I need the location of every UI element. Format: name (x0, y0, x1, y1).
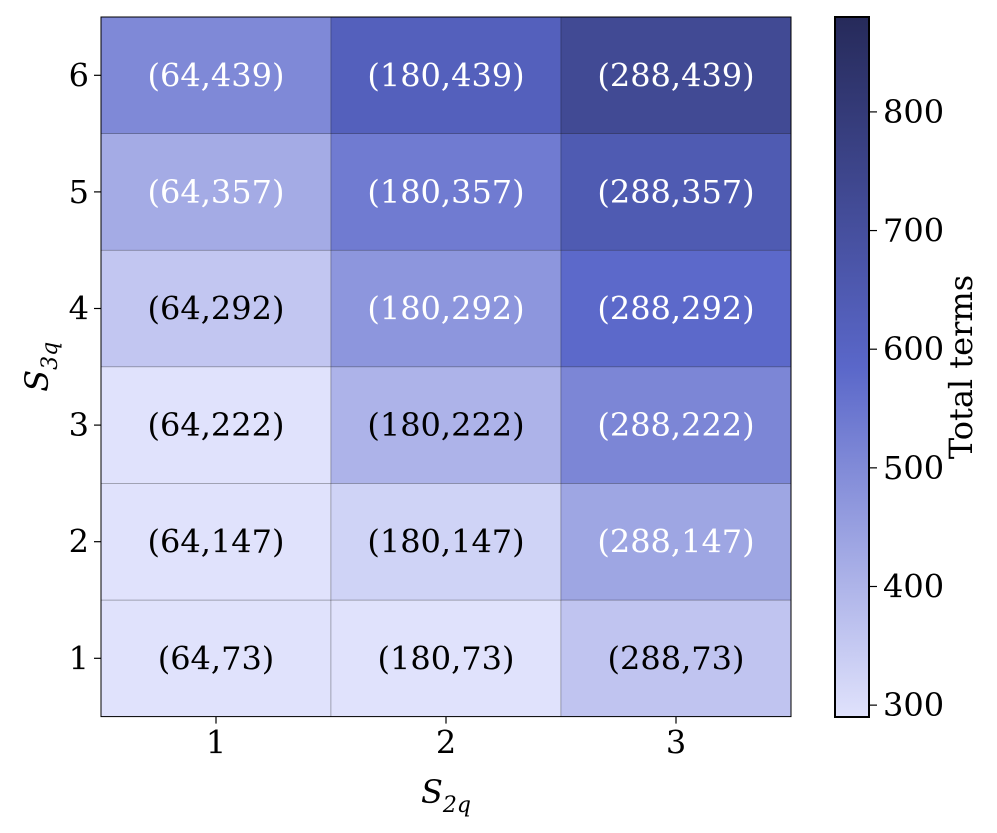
x-axis-label-sub: 2q (442, 793, 471, 818)
y-axis-label: S3q (18, 342, 63, 392)
cell-value-label: (288,73) (608, 639, 745, 677)
cell-value-label: (288,222) (597, 406, 754, 444)
cell-value-label: (180,73) (378, 639, 515, 677)
cell-value-label: (180,222) (367, 406, 524, 444)
colorbar (835, 17, 869, 717)
heatmap-cell (330, 366, 562, 484)
colorbar-label: Total terms (942, 275, 980, 459)
heatmap-cell (100, 483, 332, 601)
y-axis-label-main: S (18, 370, 56, 392)
heatmap-cell (100, 599, 332, 717)
x-axis-label-main: S (421, 773, 443, 811)
cell-value-label: (288,292) (597, 290, 754, 328)
cell-value-label: (180,357) (367, 173, 524, 211)
cell-value-label: (64,73) (158, 639, 275, 677)
heatmap-cell (560, 483, 792, 601)
heatmap-cell (330, 16, 562, 134)
cell-value-label: (64,357) (148, 173, 285, 211)
colorbar-tick-label: 800 (883, 93, 944, 131)
colorbar-tick-label: 500 (883, 449, 944, 487)
colorbar-tick-label: 600 (883, 330, 944, 368)
colorbar-ticks: 300 400 500 600 700 800 (869, 93, 944, 724)
cell-value-label: (288,439) (597, 56, 754, 94)
heatmap-cell (330, 483, 562, 601)
x-tick-label: 2 (436, 724, 456, 762)
cell-value-label: (180,439) (367, 56, 524, 94)
colorbar-frame (834, 16, 870, 718)
cell-value-label: (180,292) (367, 290, 524, 328)
cell-value-label: (180,147) (367, 523, 524, 561)
heatmap-cell (100, 249, 332, 368)
heatmap-cell (100, 133, 332, 251)
cell-value-label: (288,357) (597, 173, 754, 211)
y-tick-label: 1 (69, 639, 89, 677)
y-tick-label: 6 (69, 56, 89, 94)
heatmap-cell (560, 133, 792, 251)
x-axis-ticks: 1 2 3 (206, 716, 686, 762)
y-axis-ticks: 1 2 3 4 5 6 (69, 56, 101, 677)
colorbar-tick-label: 300 (883, 686, 944, 724)
x-tick-label: 3 (666, 724, 686, 762)
cell-value-label: (64,292) (148, 290, 285, 328)
y-tick-label: 4 (69, 290, 89, 328)
colorbar-tick-label: 400 (883, 567, 944, 605)
cell-value-label: (64,147) (148, 523, 285, 561)
heatmap-cell (560, 16, 792, 134)
y-tick-label: 3 (69, 406, 89, 444)
heatmap-cells: (64,73) (180,73) (288,73) (64,147) (180,147)… (100, 16, 792, 717)
x-axis-label: S2q (421, 773, 471, 818)
x-tick-label: 1 (206, 724, 226, 762)
cell-value-label: (64,439) (148, 56, 285, 94)
heatmap-cell (560, 366, 792, 484)
heatmap-cell (330, 599, 562, 717)
heatmap-cell (560, 249, 792, 368)
y-tick-label: 5 (69, 173, 89, 211)
heatmap-cell (100, 366, 332, 484)
cell-value-label: (288,147) (597, 523, 754, 561)
y-axis-label-sub: 3q (38, 342, 63, 370)
cell-value-label: (64,222) (148, 406, 285, 444)
y-tick-label: 2 (69, 523, 89, 561)
colorbar-tick-label: 700 (883, 212, 944, 250)
